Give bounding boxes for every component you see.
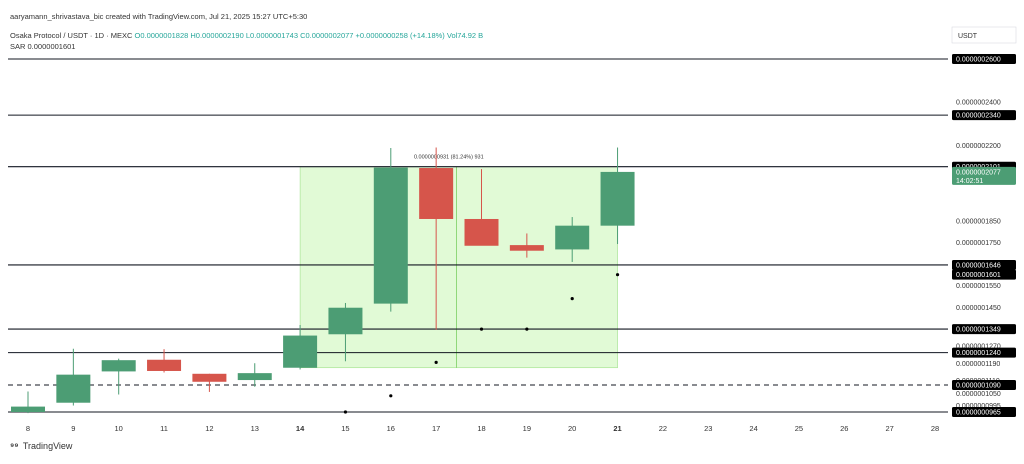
time-axis-label: 26	[840, 424, 848, 433]
candle-body[interactable]	[56, 374, 91, 403]
tradingview-brand[interactable]: ⁹⁹ TradingView	[10, 441, 72, 451]
time-axis-label: 22	[659, 424, 667, 433]
candle-body[interactable]	[373, 167, 408, 304]
price-tag-label: 0.0000002340	[956, 113, 1001, 120]
level-price-tag[interactable]	[952, 110, 1016, 121]
candle-body[interactable]	[600, 171, 635, 226]
price-tag-label: 0.0000001349	[956, 327, 1001, 334]
price-tag-label: 0.0000001090	[956, 383, 1001, 390]
level-price-tag[interactable]	[952, 347, 1016, 358]
price-axis-label: 0.0000001750	[956, 240, 1001, 247]
time-axis-label: 17	[432, 424, 440, 433]
price-axis-label: 0.0000002400	[956, 100, 1001, 107]
tradingview-logo-icon: ⁹⁹	[10, 441, 19, 451]
measure-zone[interactable]	[299, 166, 618, 369]
level-price-tag[interactable]	[952, 269, 1016, 280]
price-axis-label: 0.0000001550	[956, 283, 1001, 290]
candle-body[interactable]	[555, 225, 590, 250]
price-axis-label: 0.0000001190	[956, 361, 1000, 368]
sar-dot	[389, 394, 393, 398]
countdown-label: 14:02:51	[956, 178, 983, 185]
candle-body[interactable]	[147, 359, 182, 371]
sar-dot	[615, 273, 620, 277]
currency-label: USDT	[958, 33, 978, 40]
price-axis-label: 0.0000000995	[956, 403, 1001, 410]
level-price-tag[interactable]	[952, 324, 1016, 335]
price-axis-label: 0.0000001270	[956, 344, 1001, 351]
price-axis-label: 0.0000001050	[956, 391, 1001, 398]
candle-body[interactable]	[237, 373, 272, 381]
brand-label: TradingView	[22, 441, 73, 451]
symbol-title[interactable]: Osaka Protocol / USDT · 1D · MEXC	[10, 31, 133, 40]
ohlc-values: O0.0000001828 H0.0000002190 L0.000000174…	[134, 31, 484, 40]
sar-dot	[570, 297, 574, 301]
time-axis-label: 8	[26, 424, 30, 433]
candle-body[interactable]	[464, 218, 499, 246]
price-tag-label: 0.0000001601	[956, 272, 1001, 279]
price-tag-label: 0.0000002077	[956, 169, 1001, 176]
time-axis-label: 18	[477, 424, 485, 433]
candle-body[interactable]	[509, 245, 544, 251]
time-axis-label: 16	[387, 424, 395, 433]
time-axis-label: 12	[205, 424, 213, 433]
chart-credit: aaryamann_shrivastava_bic created with T…	[10, 12, 308, 21]
level-price-tag[interactable]	[952, 380, 1016, 391]
sar-dot	[525, 327, 529, 331]
time-axis-label: 20	[568, 424, 576, 433]
sar-dot	[343, 410, 348, 414]
sar-dot	[479, 327, 484, 331]
time-axis-label: 9	[71, 424, 75, 433]
measure-zone-label: 0.0000000931 (81.24%) 931	[414, 155, 484, 161]
price-axis-label: 0.0000001450	[956, 305, 1001, 312]
candle-body[interactable]	[283, 335, 318, 368]
time-axis-label: 27	[885, 424, 893, 433]
price-axis-label: 0.0000001850	[956, 218, 1001, 225]
time-axis-label: 10	[115, 424, 123, 433]
time-axis-label: 19	[523, 424, 531, 433]
price-tag-label: 0.0000002600	[956, 57, 1001, 64]
time-axis-label: 14	[296, 424, 305, 433]
sar-indicator-label[interactable]: SAR 0.0000001601	[10, 42, 76, 51]
time-axis-label: 13	[251, 424, 259, 433]
time-axis-label: 28	[931, 424, 939, 433]
time-axis-label: 15	[341, 424, 349, 433]
level-price-tag[interactable]	[952, 54, 1016, 64]
candle-body[interactable]	[192, 373, 227, 382]
level-price-tag[interactable]	[952, 407, 1016, 417]
price-axis-label: 0.0000002200	[956, 143, 1001, 150]
sar-dot	[434, 360, 438, 364]
price-tag-label: 0.0000001646	[956, 262, 1001, 269]
current-price-tag[interactable]	[952, 166, 1016, 185]
time-axis-label: 25	[795, 424, 803, 433]
time-axis-label: 11	[160, 424, 168, 433]
level-price-tag[interactable]	[952, 259, 1016, 270]
symbol-ohlc-row: Osaka Protocol / USDT · 1D · MEXC O0.000…	[10, 31, 483, 40]
time-axis-label: 23	[704, 424, 712, 433]
candle-body[interactable]	[11, 406, 45, 412]
price-tag-label: 0.0000001240	[956, 350, 1001, 357]
candle-body[interactable]	[328, 307, 363, 335]
time-axis-label: 24	[749, 424, 757, 433]
time-axis-label: 21	[613, 424, 621, 433]
candle-body[interactable]	[419, 168, 454, 219]
price-tag-label: 0.0000000965	[956, 410, 1001, 417]
candle-body[interactable]	[101, 360, 136, 372]
currency-box[interactable]	[951, 26, 1017, 44]
